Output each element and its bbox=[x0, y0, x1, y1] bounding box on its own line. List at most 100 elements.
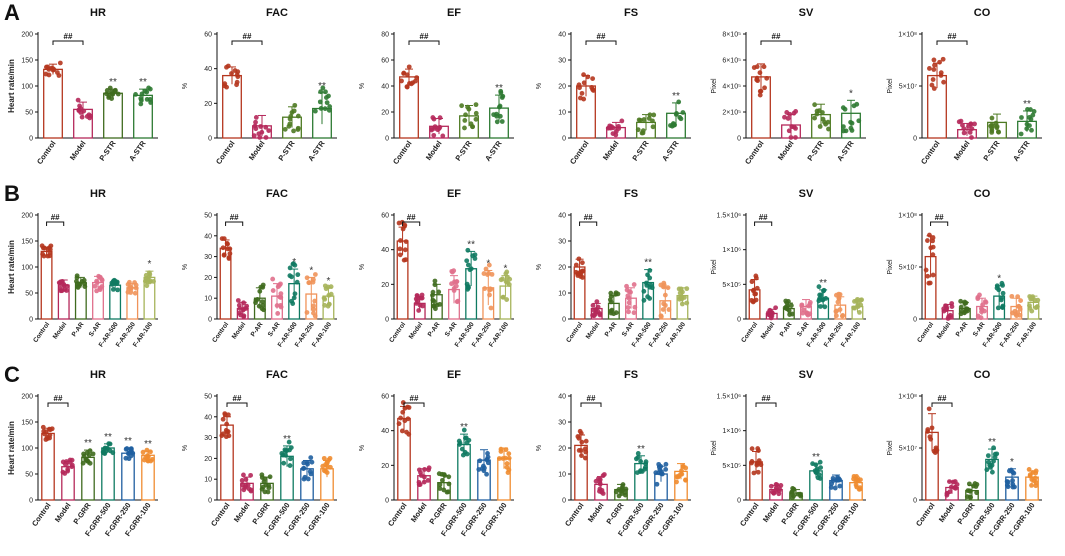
data-point bbox=[477, 458, 483, 464]
chart-title: FAC bbox=[266, 369, 288, 381]
data-point bbox=[307, 469, 313, 475]
data-point bbox=[653, 470, 659, 476]
chart-A-HR: HR 0 50 100 150 200 Heart rate/min Control Model… bbox=[7, 7, 158, 166]
y-tick-label: 30 bbox=[204, 435, 212, 442]
data-point bbox=[455, 298, 461, 304]
data-point bbox=[751, 298, 757, 304]
data-point bbox=[659, 471, 665, 477]
y-tick-label: 0 bbox=[385, 317, 389, 324]
category-label: Model bbox=[247, 139, 267, 162]
y-tick-label: 0 bbox=[737, 317, 741, 324]
category-label: Control bbox=[214, 139, 237, 166]
data-point bbox=[223, 434, 229, 440]
y-axis-label: % bbox=[536, 264, 543, 270]
comparison-bracket bbox=[760, 40, 792, 45]
category-label: Model bbox=[601, 139, 621, 162]
y-tick-label: 50 bbox=[25, 472, 33, 479]
category-label: Control bbox=[32, 321, 51, 344]
data-point bbox=[107, 441, 113, 447]
data-point bbox=[498, 449, 504, 454]
data-point bbox=[432, 282, 438, 288]
data-point bbox=[788, 303, 794, 308]
category-label: A-STR bbox=[660, 139, 681, 163]
bracket-label: ## bbox=[410, 394, 419, 403]
data-point bbox=[92, 283, 98, 289]
significance-mark: * bbox=[997, 274, 1001, 285]
data-point bbox=[929, 82, 935, 88]
comparison-bracket bbox=[754, 221, 773, 226]
data-point bbox=[222, 83, 227, 89]
data-point bbox=[959, 308, 965, 314]
comparison-bracket bbox=[930, 221, 949, 226]
data-point bbox=[754, 460, 760, 466]
data-point bbox=[647, 112, 653, 118]
data-point bbox=[987, 462, 993, 468]
chart-title: HR bbox=[90, 369, 106, 381]
data-point bbox=[234, 79, 240, 85]
data-point bbox=[834, 308, 840, 314]
data-point bbox=[613, 310, 619, 316]
category-label: Control bbox=[743, 139, 766, 166]
y-axis-label: % bbox=[359, 264, 366, 270]
data-point bbox=[323, 468, 328, 474]
data-point bbox=[778, 482, 784, 488]
data-point bbox=[930, 252, 936, 258]
data-point bbox=[291, 128, 296, 134]
data-point bbox=[961, 130, 967, 136]
data-point bbox=[991, 458, 996, 464]
category-label: A-STR bbox=[835, 139, 856, 163]
y-axis-label: % bbox=[536, 83, 543, 89]
data-point bbox=[248, 488, 254, 494]
y-tick-label: 10 bbox=[204, 477, 212, 484]
comparison-bracket bbox=[931, 402, 953, 407]
data-point bbox=[807, 301, 813, 307]
data-point bbox=[575, 271, 581, 277]
data-point bbox=[1033, 468, 1039, 474]
data-point bbox=[94, 288, 100, 294]
data-point bbox=[684, 300, 690, 306]
comparison-bracket bbox=[46, 221, 65, 226]
data-point bbox=[579, 453, 584, 459]
data-point bbox=[436, 289, 442, 295]
data-point bbox=[600, 473, 606, 479]
data-point bbox=[266, 483, 272, 488]
data-point bbox=[253, 119, 258, 125]
data-point bbox=[962, 299, 968, 305]
data-point bbox=[406, 64, 412, 70]
data-point bbox=[270, 276, 276, 282]
chart-title: SV bbox=[799, 369, 814, 381]
bar-Control bbox=[41, 432, 55, 501]
y-tick-label: 50 bbox=[25, 291, 33, 298]
data-point bbox=[40, 245, 46, 251]
data-point bbox=[851, 103, 857, 109]
data-point bbox=[969, 135, 974, 140]
data-point bbox=[581, 72, 586, 78]
bracket-label: ## bbox=[420, 32, 429, 41]
data-point bbox=[270, 288, 276, 293]
data-point bbox=[253, 115, 259, 120]
y-tick-label: 1×10⁶ bbox=[722, 247, 741, 254]
chart-A-SV: SV 0 2×10⁵ 4×10⁵ 6×10⁵ 8×10⁵ Pixel Control Model… bbox=[711, 7, 866, 166]
bracket-label: ## bbox=[935, 213, 944, 222]
y-tick-label: 1.5×10⁶ bbox=[717, 394, 742, 401]
comparison-bracket bbox=[755, 402, 777, 407]
data-point bbox=[483, 266, 489, 272]
data-point bbox=[274, 303, 280, 308]
significance-mark: * bbox=[503, 264, 507, 275]
data-point bbox=[983, 299, 989, 305]
data-point bbox=[981, 308, 987, 314]
bracket-label: ## bbox=[762, 394, 771, 403]
data-point bbox=[320, 463, 326, 469]
data-point bbox=[405, 404, 410, 410]
data-point bbox=[583, 438, 589, 444]
data-point bbox=[430, 297, 436, 303]
data-point bbox=[450, 269, 455, 275]
data-point bbox=[481, 468, 487, 474]
data-point bbox=[260, 484, 266, 490]
significance-mark: * bbox=[147, 259, 151, 270]
data-point bbox=[648, 282, 654, 288]
data-point bbox=[576, 256, 582, 262]
data-point bbox=[626, 289, 632, 294]
data-point bbox=[238, 312, 243, 318]
data-point bbox=[582, 455, 588, 461]
